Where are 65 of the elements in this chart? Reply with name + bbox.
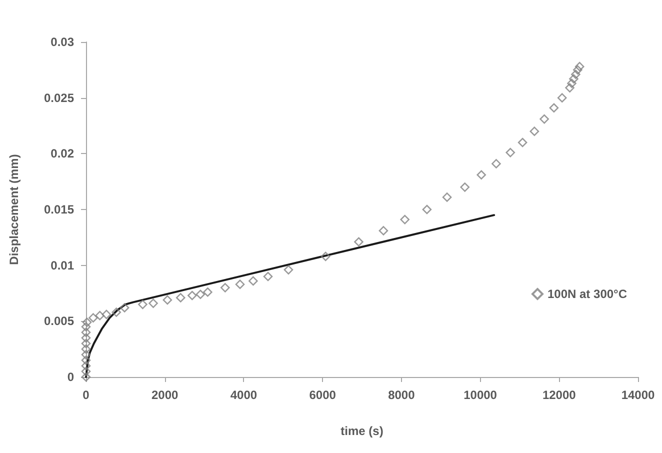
x-tick-label: 0: [82, 388, 90, 402]
point: [220, 283, 230, 292]
y-tick-label: 0.005: [44, 314, 74, 328]
point: [320, 252, 330, 262]
x-tick-label: 2000: [152, 388, 179, 402]
x-tick-label: 10000: [464, 388, 498, 402]
point: [102, 310, 112, 320]
point: [492, 159, 501, 168]
point: [569, 74, 578, 84]
y-tick-label: 0.01: [50, 258, 74, 272]
point: [573, 65, 582, 75]
legend-label: 100N at 300°C: [547, 287, 628, 301]
x-tick-label: 14000: [621, 388, 656, 402]
point: [540, 114, 549, 124]
point: [120, 303, 130, 312]
x-tick-label: 12000: [542, 388, 576, 402]
point: [571, 70, 580, 80]
point: [506, 148, 516, 158]
x-tick-label: 4000: [230, 388, 258, 402]
point: [549, 103, 559, 113]
point: [112, 308, 122, 317]
point: [138, 300, 148, 310]
point: [81, 322, 91, 332]
point: [518, 138, 528, 148]
y-axis-title: Displacement (mm): [7, 154, 21, 265]
point: [263, 272, 273, 282]
point: [378, 226, 388, 236]
point: [574, 62, 584, 72]
point: [81, 356, 91, 365]
point: [284, 265, 294, 274]
point: [248, 276, 258, 286]
point: [530, 126, 540, 136]
point: [82, 318, 92, 327]
point: [81, 338, 91, 348]
point: [422, 204, 432, 214]
point: [203, 287, 212, 297]
y-tick-label: 0.015: [44, 202, 74, 216]
point: [235, 280, 245, 289]
point: [476, 170, 486, 180]
x-axis-title: time (s): [340, 424, 384, 438]
point: [81, 350, 91, 360]
point: [95, 310, 104, 320]
point: [442, 192, 452, 202]
point: [88, 313, 98, 322]
x-tick-label: 8000: [388, 388, 416, 402]
y-tick-label: 0: [67, 370, 74, 384]
y-tick-label: 0.02: [50, 146, 74, 161]
point: [176, 293, 186, 302]
point: [400, 214, 410, 224]
point: [354, 237, 364, 247]
point: [148, 298, 158, 308]
point: [81, 328, 91, 337]
point: [81, 333, 91, 343]
point: [81, 344, 91, 354]
point: [460, 182, 470, 192]
point: [187, 290, 197, 300]
point: [557, 93, 567, 102]
y-tick-label: 0.025: [44, 90, 74, 105]
point: [81, 361, 91, 370]
x-tick-label: 6000: [309, 388, 336, 402]
point: [162, 295, 172, 305]
point: [565, 83, 574, 92]
point: [196, 290, 206, 300]
y-tick-label: 0.03: [50, 35, 74, 49]
point: [567, 78, 576, 88]
